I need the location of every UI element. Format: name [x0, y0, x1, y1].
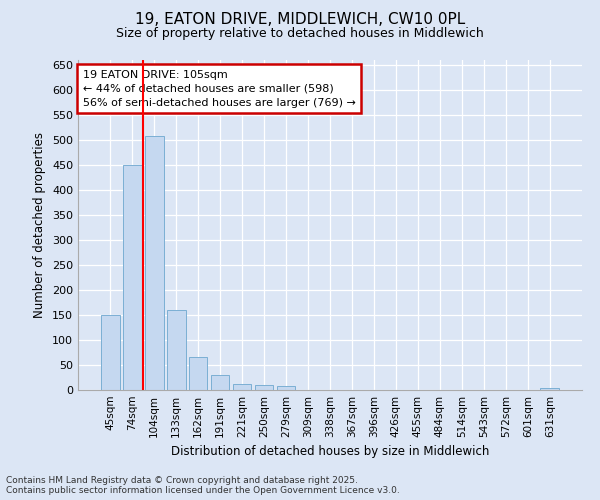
Text: Contains HM Land Registry data © Crown copyright and database right 2025.
Contai: Contains HM Land Registry data © Crown c…	[6, 476, 400, 495]
Y-axis label: Number of detached properties: Number of detached properties	[34, 132, 46, 318]
Bar	[211, 375, 229, 390]
Bar	[123, 165, 142, 390]
Bar	[167, 310, 185, 390]
Bar	[233, 384, 251, 390]
Bar	[101, 315, 119, 390]
X-axis label: Distribution of detached houses by size in Middlewich: Distribution of detached houses by size …	[171, 446, 489, 458]
Text: 19 EATON DRIVE: 105sqm
← 44% of detached houses are smaller (598)
56% of semi-de: 19 EATON DRIVE: 105sqm ← 44% of detached…	[83, 70, 356, 108]
Bar	[145, 136, 164, 390]
Text: Size of property relative to detached houses in Middlewich: Size of property relative to detached ho…	[116, 28, 484, 40]
Bar	[255, 385, 274, 390]
Text: 19, EATON DRIVE, MIDDLEWICH, CW10 0PL: 19, EATON DRIVE, MIDDLEWICH, CW10 0PL	[135, 12, 465, 28]
Bar	[189, 356, 208, 390]
Bar	[541, 388, 559, 390]
Bar	[277, 386, 295, 390]
